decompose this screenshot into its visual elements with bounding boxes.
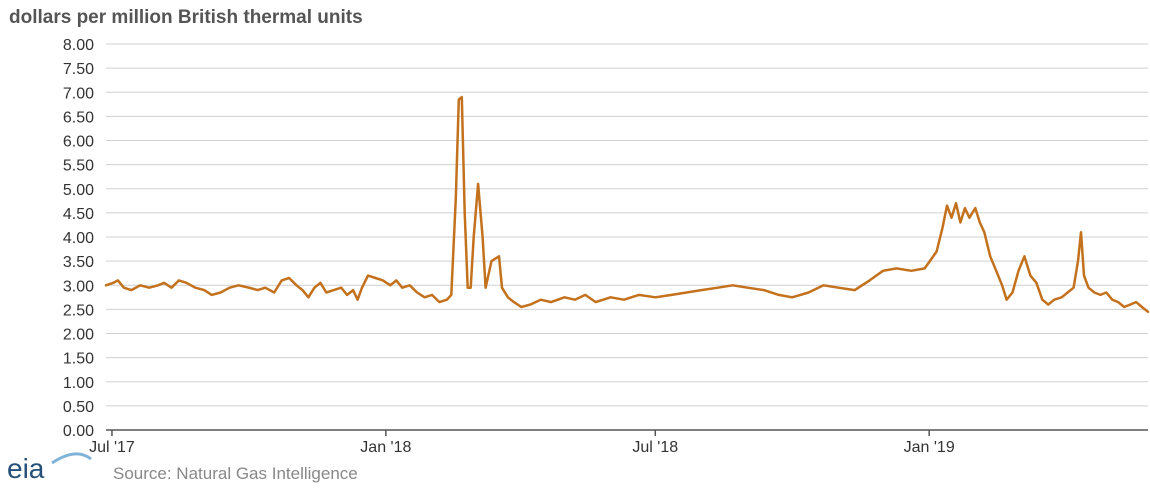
y-tick-label: 6.50 — [63, 109, 94, 126]
y-tick-label: 1.50 — [63, 351, 94, 368]
eia-logo-swoosh — [51, 452, 92, 465]
chart-subtitle: dollars per million British thermal unit… — [9, 7, 363, 28]
eia-logo-text: eia — [7, 453, 45, 484]
y-tick-label: 8.00 — [63, 37, 94, 54]
x-axis-tick-labels: Jul '17 Jan '18 Jul '18 Jan '19 — [89, 430, 955, 456]
source-note: Source: Natural Gas Intelligence — [113, 464, 358, 483]
y-tick-label: 5.50 — [63, 158, 94, 175]
y-tick-label: 1.00 — [63, 375, 94, 392]
y-axis-tick-labels: 8.00 7.50 7.00 6.50 6.00 5.50 5.00 4.50 4.00 3.50… — [63, 37, 94, 440]
y-tick-label: 2.00 — [63, 327, 94, 344]
series-line — [104, 95, 1150, 314]
y-tick-label: 2.50 — [63, 302, 94, 319]
x-tick-label: Jan '18 — [360, 439, 411, 456]
series-layer — [104, 95, 1150, 314]
x-tick-label: Jul '18 — [632, 439, 678, 456]
y-tick-label: 4.50 — [63, 206, 94, 223]
y-tick-label: 7.50 — [63, 61, 94, 78]
eia-logo: eia — [7, 452, 92, 484]
y-tick-label: 5.00 — [63, 182, 94, 199]
y-tick-label: 7.00 — [63, 85, 94, 102]
x-tick-label: Jan '19 — [904, 439, 955, 456]
y-tick-label: 0.00 — [63, 423, 94, 440]
y-tick-label: 6.00 — [63, 134, 94, 151]
y-tick-label: 4.00 — [63, 230, 94, 247]
y-tick-label: 3.00 — [63, 278, 94, 295]
y-tick-label: 3.50 — [63, 254, 94, 271]
x-tick-label: Jul '17 — [89, 439, 135, 456]
grid-layer — [106, 43, 1148, 407]
y-tick-label: 0.50 — [63, 399, 94, 416]
